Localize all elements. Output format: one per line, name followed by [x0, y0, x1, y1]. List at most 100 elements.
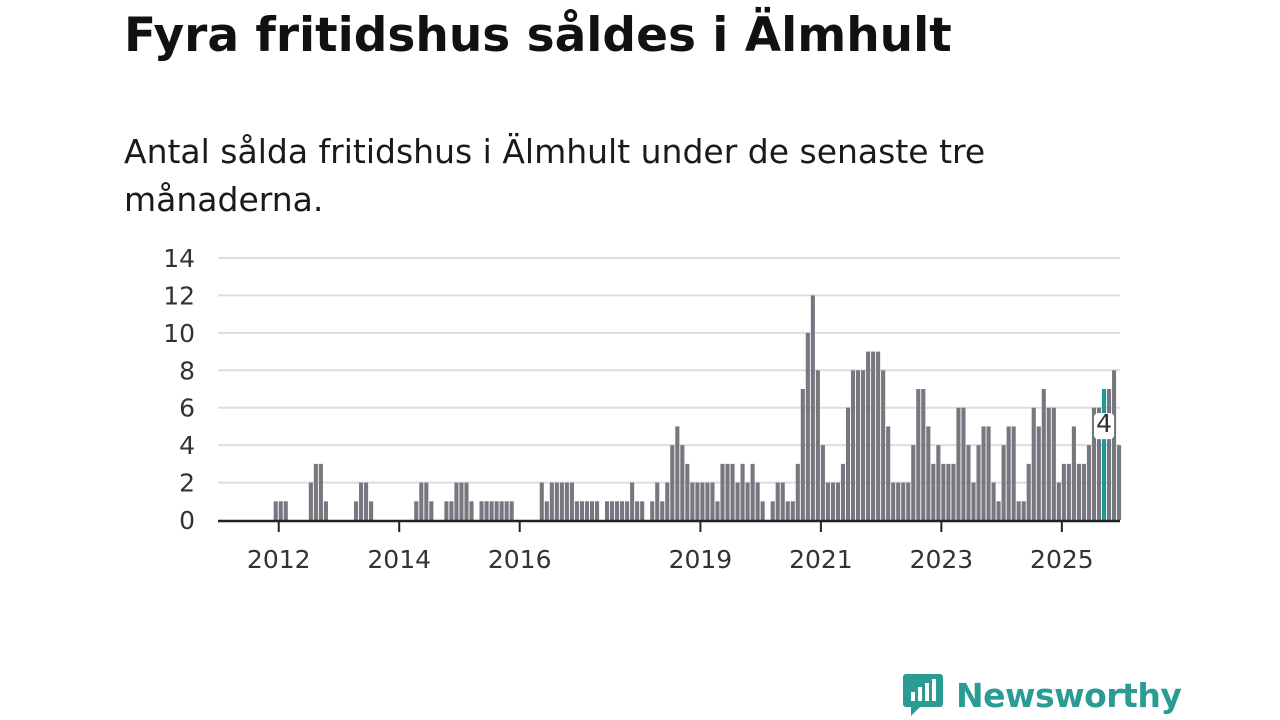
- bar: [1041, 389, 1046, 520]
- bar: [589, 501, 595, 520]
- bar: [720, 463, 725, 520]
- bar: [946, 463, 951, 520]
- bar: [785, 501, 790, 520]
- bar: [1106, 389, 1112, 520]
- bar: [670, 445, 675, 520]
- bar: [444, 501, 449, 520]
- bar: [805, 332, 810, 520]
- bar: [544, 501, 549, 520]
- bar: [1061, 463, 1066, 520]
- x-tick-label: 2021: [789, 545, 853, 574]
- bar: [584, 501, 590, 520]
- bar: [504, 501, 509, 520]
- bar: [610, 501, 615, 520]
- bar: [509, 501, 514, 520]
- bar: [745, 482, 750, 520]
- bar: [459, 482, 464, 520]
- y-tick-label: 6: [179, 394, 195, 423]
- bar: [655, 482, 660, 520]
- bar: [1056, 482, 1061, 520]
- bar: [850, 370, 856, 520]
- bar: [896, 482, 901, 520]
- bar: [815, 370, 820, 520]
- bar: [579, 501, 584, 520]
- y-tick-label: 0: [179, 506, 195, 535]
- bar: [901, 482, 906, 520]
- bar: [549, 482, 554, 520]
- bar: [876, 351, 881, 520]
- bar: [419, 482, 424, 520]
- bar: [800, 389, 805, 520]
- x-tick-label: 2025: [1030, 545, 1094, 574]
- bar: [931, 463, 936, 520]
- bar: [921, 389, 926, 520]
- bar: [1016, 501, 1021, 520]
- x-axis-labels: 2012 2014 2016 2019 2021 2023 2025: [247, 545, 1094, 574]
- bar: [795, 463, 800, 520]
- bar: [891, 482, 896, 520]
- bar: [976, 445, 981, 520]
- bar: [855, 370, 861, 520]
- bar: [966, 445, 971, 520]
- bar: [449, 501, 454, 520]
- bar: [936, 445, 941, 520]
- bar: [695, 482, 700, 520]
- bar: [1031, 407, 1036, 520]
- bar: [1046, 407, 1051, 520]
- bar-highlight: [1101, 389, 1107, 520]
- bar: [574, 501, 579, 520]
- bar: [830, 482, 835, 520]
- bar: [715, 501, 720, 520]
- bar: [810, 295, 815, 520]
- bar: [790, 501, 795, 520]
- bar: [353, 501, 359, 520]
- bar: [685, 463, 690, 520]
- bar: [640, 501, 645, 520]
- y-tick-label: 8: [179, 356, 195, 385]
- bar: [705, 482, 710, 520]
- x-tick-label: 2012: [247, 545, 311, 574]
- bar: [665, 482, 670, 520]
- bar: [364, 482, 369, 520]
- bar: [835, 482, 841, 520]
- x-axis: [218, 519, 1120, 532]
- bar: [308, 482, 313, 520]
- bar: [635, 501, 640, 520]
- bar: [1021, 501, 1026, 520]
- bar: [1011, 426, 1016, 520]
- bar: [1026, 463, 1031, 520]
- newsworthy-logo-icon: [903, 674, 943, 716]
- bar: [926, 426, 931, 520]
- bar: [1006, 426, 1011, 520]
- bar: [484, 501, 489, 520]
- bar: [881, 370, 886, 520]
- bar: [780, 482, 785, 520]
- x-tick-label: 2014: [367, 545, 431, 574]
- bar: [861, 370, 866, 520]
- bar: [318, 463, 323, 520]
- bar: [604, 501, 610, 520]
- bar: [1091, 407, 1097, 520]
- bar: [615, 501, 620, 520]
- x-tick-label: 2023: [910, 545, 974, 574]
- bar: [625, 501, 630, 520]
- bar: [1096, 407, 1102, 520]
- bar: [680, 445, 685, 520]
- bar: [429, 501, 434, 520]
- bar: [820, 445, 825, 520]
- bar: [730, 463, 735, 520]
- bar: [1076, 463, 1081, 520]
- bar: [866, 351, 871, 520]
- bar: [740, 463, 745, 520]
- bar: [559, 482, 564, 520]
- bar: [871, 351, 876, 520]
- bar: [956, 407, 961, 520]
- bar: [1036, 426, 1041, 520]
- bar: [986, 426, 991, 520]
- bars: [273, 295, 1122, 520]
- bar: [499, 501, 504, 520]
- x-tick-label: 2019: [669, 545, 733, 574]
- bar: [725, 463, 730, 520]
- bar: [996, 501, 1001, 520]
- bar: [424, 482, 429, 520]
